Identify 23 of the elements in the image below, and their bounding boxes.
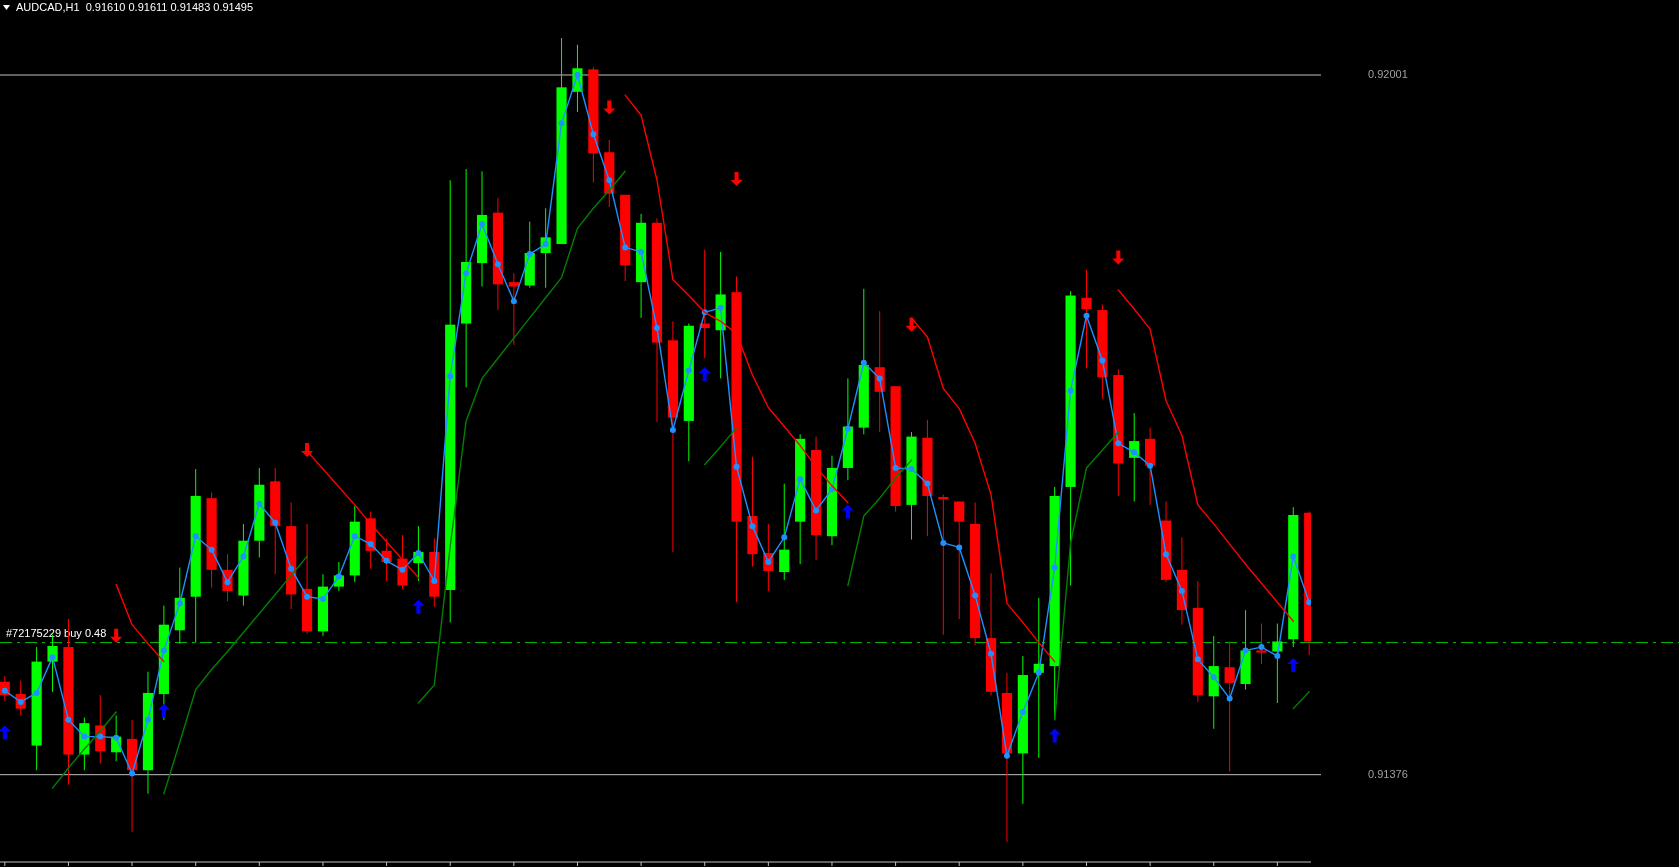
candlestick (779, 483, 790, 581)
point (730, 172, 743, 187)
y-tick-label: 0.91376 (1368, 767, 1408, 780)
point (412, 599, 425, 614)
point (603, 100, 616, 115)
point (1048, 728, 1061, 743)
candlestick (1256, 623, 1267, 665)
candlestick (1081, 269, 1092, 369)
candlestick (1224, 640, 1235, 772)
point (905, 317, 918, 332)
point (301, 443, 314, 458)
point (1287, 657, 1300, 672)
point (1112, 250, 1125, 265)
candlestick (1272, 623, 1283, 704)
point (0, 725, 11, 740)
candlestick (954, 501, 965, 620)
point (110, 628, 123, 643)
candlestick (508, 272, 519, 346)
y-tick-label: 0.92001 (1368, 67, 1408, 80)
point (841, 504, 854, 519)
chart-title: AUDCAD,H1 0.91610 0.91611 0.91483 0.91495 (16, 1, 254, 13)
point (698, 366, 711, 381)
point (157, 703, 170, 718)
